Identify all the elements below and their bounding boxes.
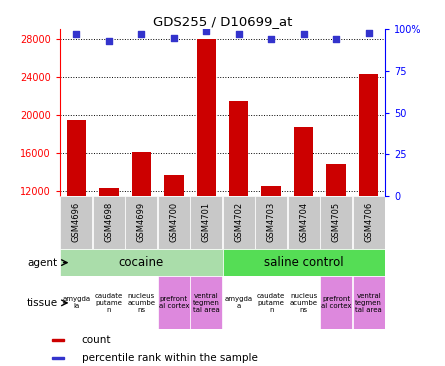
Bar (190, 276, 222, 329)
Text: percentile rank within the sample: percentile rank within the sample (81, 353, 257, 363)
Bar (164, 175, 183, 196)
Text: ventral
tegmen
tal area: ventral tegmen tal area (355, 293, 382, 313)
Bar (359, 74, 378, 196)
Point (138, 31, 145, 37)
Bar (125, 276, 158, 329)
Bar (158, 196, 190, 249)
Point (105, 38, 113, 44)
Bar (190, 196, 222, 249)
Text: GSM4703: GSM4703 (267, 202, 276, 242)
Text: caudate
putame
n: caudate putame n (257, 293, 285, 313)
Bar (197, 39, 216, 196)
Bar (158, 276, 190, 329)
Point (73, 31, 80, 37)
Text: GSM4700: GSM4700 (169, 202, 178, 242)
Bar (255, 196, 287, 249)
Text: agent: agent (28, 258, 58, 268)
Text: GSM4706: GSM4706 (364, 202, 373, 242)
Point (333, 36, 340, 42)
Bar (67, 120, 86, 196)
Text: ventral
tegmen
tal area: ventral tegmen tal area (193, 293, 220, 313)
Bar (229, 101, 248, 196)
Text: GSM4699: GSM4699 (137, 202, 146, 242)
Text: nucleus
acumbe
ns: nucleus acumbe ns (290, 293, 318, 313)
Bar (99, 188, 118, 196)
Text: amygda
la: amygda la (62, 296, 90, 309)
Bar (132, 152, 151, 196)
Text: GSM4702: GSM4702 (234, 202, 243, 242)
Title: GDS255 / D10699_at: GDS255 / D10699_at (153, 15, 292, 28)
Bar (93, 196, 125, 249)
Bar (352, 196, 385, 249)
Bar (60, 249, 222, 276)
Bar (222, 249, 385, 276)
Text: cocaine: cocaine (119, 256, 164, 269)
Bar (287, 276, 320, 329)
Point (203, 28, 210, 34)
Point (235, 31, 243, 37)
Text: GSM4705: GSM4705 (332, 202, 341, 242)
Point (170, 35, 178, 41)
Bar (60, 276, 93, 329)
Point (365, 30, 372, 36)
Bar (262, 186, 281, 196)
Bar (60, 196, 93, 249)
Text: GSM4698: GSM4698 (104, 202, 113, 242)
Bar (255, 276, 287, 329)
Bar (125, 196, 158, 249)
Bar (287, 196, 320, 249)
Point (300, 31, 307, 37)
Bar (320, 196, 352, 249)
Bar (93, 276, 125, 329)
Bar (52, 339, 65, 340)
Bar (294, 127, 313, 196)
Text: GSM4701: GSM4701 (202, 202, 211, 242)
Bar (352, 276, 385, 329)
Text: prefront
al cortex: prefront al cortex (321, 296, 352, 309)
Text: prefront
al cortex: prefront al cortex (158, 296, 189, 309)
Text: GSM4704: GSM4704 (299, 202, 308, 242)
Text: nucleus
acumbe
ns: nucleus acumbe ns (127, 293, 155, 313)
Bar (320, 276, 352, 329)
Text: count: count (81, 335, 111, 345)
Bar (52, 357, 65, 359)
Text: saline control: saline control (264, 256, 344, 269)
Bar (327, 164, 346, 196)
Bar (222, 196, 255, 249)
Text: tissue: tissue (27, 298, 58, 308)
Text: amygda
a: amygda a (225, 296, 253, 309)
Point (268, 36, 275, 42)
Text: caudate
putame
n: caudate putame n (95, 293, 123, 313)
Bar (222, 276, 255, 329)
Text: GSM4696: GSM4696 (72, 202, 81, 242)
